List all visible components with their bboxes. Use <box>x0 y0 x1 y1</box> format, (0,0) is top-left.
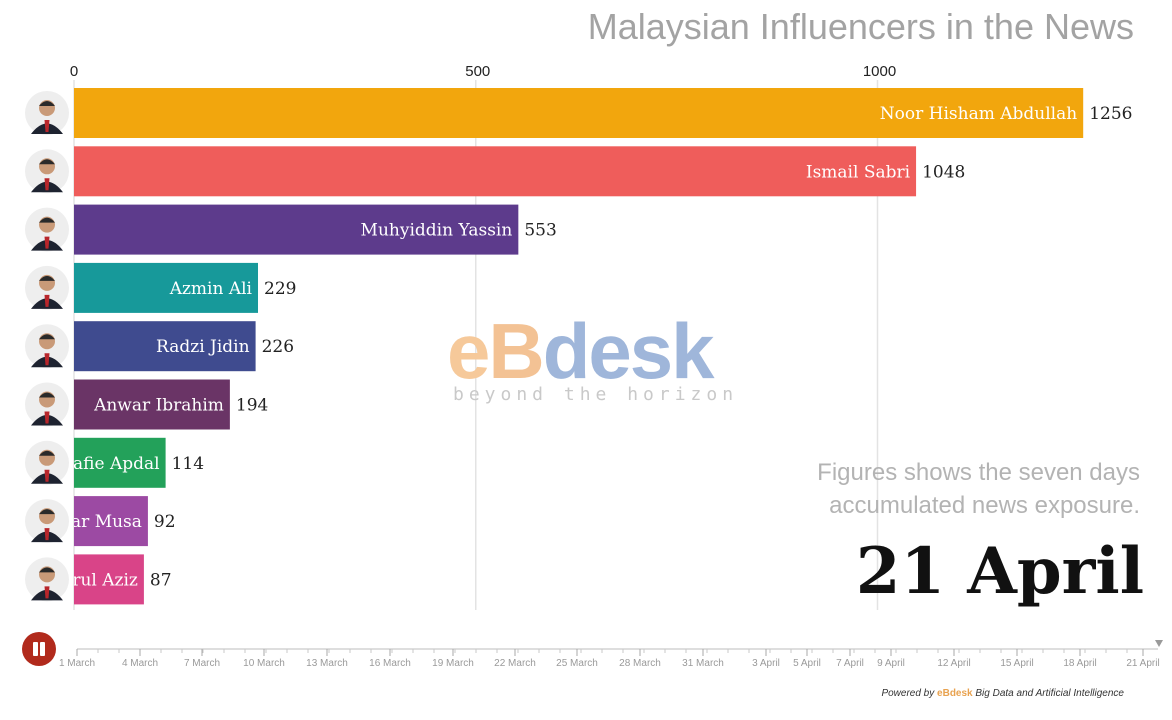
bar-name-label: Anwar Ibrahim <box>93 396 224 416</box>
avatar-hair <box>39 217 55 223</box>
timeline-tick-label: 19 March <box>432 658 474 669</box>
bar-value-label: 114 <box>172 454 204 474</box>
bar <box>74 554 144 605</box>
timeline-tick-label: 4 March <box>122 658 158 669</box>
avatar-tie <box>44 528 50 541</box>
bar <box>74 321 256 372</box>
watermark-logo: eBdesk beyond the horizon <box>447 306 737 416</box>
bar-value-label: 194 <box>236 396 268 416</box>
avatar <box>25 440 69 485</box>
bar <box>74 262 259 313</box>
note-line-1: Figures shows the seven days <box>817 459 1140 486</box>
bar-value-label: 1256 <box>1089 104 1132 124</box>
avatar-tie <box>44 236 50 249</box>
bar-value-label: 553 <box>524 221 556 241</box>
avatar <box>25 382 69 427</box>
avatar-hair <box>39 334 55 340</box>
timeline-tick-label: 3 April <box>752 658 780 669</box>
note-line-2: accumulated news exposure. <box>829 492 1140 519</box>
avatar-tie <box>44 469 50 482</box>
x-tick-label: 0 <box>70 63 78 80</box>
bar-name-label: Annuar Musa <box>25 512 142 532</box>
timeline-tick-label: 25 March <box>556 658 598 669</box>
bar-name-label: Muhyiddin Yassin <box>361 221 513 241</box>
footer-brand: eBdesk <box>937 688 973 699</box>
bar-name-label: Noor Hisham Abdullah <box>880 104 1077 124</box>
timeline-tick-label: 12 April <box>937 658 970 669</box>
bar <box>74 437 166 488</box>
avatar-tie <box>44 586 50 599</box>
bar-name-label: Radzi Jidin <box>156 337 250 357</box>
avatar-tie <box>44 411 50 424</box>
avatar-tie <box>44 294 50 307</box>
bar <box>74 88 1084 138</box>
avatar-hair <box>39 101 55 106</box>
timeline-tick-label: 22 March <box>494 658 536 669</box>
avatar-tie <box>44 353 50 366</box>
timeline-tick-label: 18 April <box>1063 658 1096 669</box>
bar-value-label: 87 <box>150 570 172 590</box>
avatar-hair <box>39 450 55 456</box>
timeline-slider-handle[interactable] <box>1155 640 1163 647</box>
pause-icon <box>33 642 38 656</box>
timeline-tick-label: 7 March <box>184 658 220 669</box>
powered-by-footer: Powered by eBdesk Big Data and Artificia… <box>881 688 1124 699</box>
watermark-letters-desk: desk <box>542 307 715 395</box>
timeline-tick-label: 16 March <box>369 658 411 669</box>
bar-name-label: Azmin Ali <box>169 279 253 299</box>
chart-title: Malaysian Influencers in the News <box>587 6 1134 47</box>
timeline-tick-label: 5 April <box>793 658 821 669</box>
avatar-tie <box>44 178 50 191</box>
timeline-tick-label: 15 April <box>1000 658 1033 669</box>
avatar <box>25 91 69 135</box>
powered-by-label: Powered by <box>881 688 935 699</box>
avatar-hair <box>39 159 55 165</box>
chart-note: Figures shows the seven days accumulated… <box>790 456 1140 522</box>
avatar-hair <box>39 509 55 515</box>
x-tick-label: 1000 <box>863 63 896 80</box>
bar-value-label: 229 <box>264 279 296 299</box>
avatar-hair <box>39 567 55 573</box>
timeline-tick-label: 1 March <box>59 658 95 669</box>
bar-value-label: 1048 <box>922 162 965 182</box>
avatar <box>25 499 69 544</box>
avatar-hair <box>39 392 55 398</box>
timeline-tick-label: 21 April <box>1126 658 1159 669</box>
footer-tagline: Big Data and Artificial Intelligence <box>975 688 1124 699</box>
bar-value-label: 92 <box>154 512 176 532</box>
timeline-tick-label: 28 March <box>619 658 661 669</box>
avatar <box>25 207 69 252</box>
bar <box>74 496 148 547</box>
avatar <box>25 149 69 194</box>
avatar <box>25 324 69 369</box>
bar <box>74 146 917 197</box>
timeline-tick-label: 31 March <box>682 658 724 669</box>
avatar <box>25 557 69 602</box>
bar-value-label: 226 <box>262 337 294 357</box>
avatar <box>25 265 69 310</box>
timeline-tick-label: 13 March <box>306 658 348 669</box>
bar <box>74 204 519 255</box>
bar-name-label: Tengku Zafrul Aziz <box>0 570 138 590</box>
pause-icon-bar-2 <box>40 642 45 656</box>
timeline-tick-label: 9 April <box>877 658 905 669</box>
x-tick-label: 500 <box>465 63 490 80</box>
avatar-hair <box>39 275 55 281</box>
bar-name-label: Shafie Apdal <box>50 454 159 474</box>
pause-button[interactable] <box>22 632 56 666</box>
watermark-letters-e: e <box>447 307 490 395</box>
watermark-tagline: beyond the horizon <box>453 384 739 405</box>
timeline-tick-label: 7 April <box>836 658 864 669</box>
avatar-tie <box>44 120 50 132</box>
bar <box>74 379 230 430</box>
bar-name-label: Ismail Sabri <box>806 162 911 182</box>
watermark-letters-b: B <box>488 307 544 395</box>
timeline-tick-label: 10 March <box>243 658 285 669</box>
watermark-wordmark: eBdesk <box>447 306 715 396</box>
current-date-label: 21 April <box>855 534 1144 609</box>
